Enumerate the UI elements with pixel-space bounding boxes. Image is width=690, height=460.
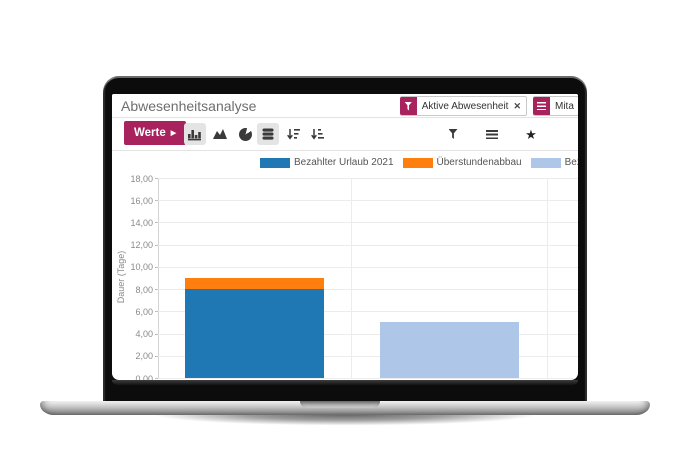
sort-asc-button[interactable] (306, 123, 328, 145)
tick-mark (155, 244, 158, 246)
pie-chart-icon (238, 127, 252, 141)
tick-mark (155, 378, 158, 379)
laptop-base-notch (300, 401, 380, 408)
legend-label: Bezahlter Urlaub 2021 (294, 157, 394, 168)
gridline (158, 266, 578, 268)
tick-mark (155, 266, 158, 268)
measures-button[interactable]: Werte ▶ (124, 121, 187, 145)
measures-label: Werte (134, 127, 166, 139)
favorites-button[interactable]: ★ (520, 123, 542, 145)
gridline (158, 200, 578, 202)
app-header: Abwesenheitsanalyse Aktive Abwesenheit ✕ M… (112, 94, 578, 118)
bar-segment[interactable] (185, 278, 324, 290)
gridline (158, 289, 578, 291)
close-icon[interactable]: ✕ (513, 100, 521, 111)
y-tick-label: 2,00 (135, 351, 153, 362)
gridline (158, 333, 578, 335)
legend-item[interactable]: Überstundenabbau (402, 157, 522, 168)
tick-mark (155, 355, 158, 357)
star-icon: ★ (525, 126, 537, 142)
y-tick-label: 8,00 (135, 284, 153, 295)
y-tick-label: 10,00 (130, 262, 153, 273)
tick-mark (155, 289, 158, 291)
y-axis-line (158, 178, 159, 379)
bar-chart: Dauer (Tage) Bezahlter Urlaub 2021 Überst… (112, 94, 578, 380)
gridline (158, 178, 578, 179)
gridline (158, 355, 578, 357)
laptop-base (40, 401, 650, 415)
group-by-icon (486, 129, 498, 139)
filter-icon (448, 129, 458, 139)
filter-chip[interactable]: Mita (533, 96, 578, 116)
legend-label: Bezahlter Ur (564, 157, 578, 168)
y-tick-label: 18,00 (130, 173, 153, 184)
bar-segment[interactable] (379, 322, 519, 378)
gridline (351, 178, 352, 378)
y-tick-label: 6,00 (135, 306, 153, 317)
tick-mark (155, 200, 158, 202)
gridline (547, 178, 548, 378)
y-tick-label: 12,00 (130, 240, 153, 251)
gridline (158, 378, 578, 379)
y-tick-label: 14,00 (130, 217, 153, 228)
chart-legend: Bezahlter Urlaub 2021 Überstundenabbau Bez… (260, 157, 578, 168)
y-tick-label: 4,00 (135, 329, 153, 340)
laptop-screen: Abwesenheitsanalyse Aktive Abwesenheit ✕ M… (112, 94, 578, 380)
area-chart-button[interactable] (209, 123, 231, 145)
tick-mark (155, 178, 158, 179)
tick-mark (155, 333, 158, 335)
tick-mark (155, 222, 158, 224)
bar-chart-button[interactable] (184, 123, 206, 145)
graph-toolbar: Werte ▶ (112, 118, 578, 151)
bezel-strip (112, 380, 578, 385)
sort-asc-icon (310, 128, 324, 140)
group-by-icon (533, 97, 550, 115)
caret-right-icon: ▶ (170, 129, 177, 137)
stacked-icon (262, 128, 274, 140)
gridline (158, 244, 578, 246)
laptop-lid: Abwesenheitsanalyse Aktive Abwesenheit ✕ M… (103, 76, 587, 402)
bar-chart-icon (188, 130, 201, 141)
chip-label: Mita (555, 100, 574, 112)
legend-swatch (260, 157, 290, 168)
group-by-button[interactable] (481, 123, 503, 145)
absence-analysis-app: Abwesenheitsanalyse Aktive Abwesenheit ✕ M… (112, 94, 578, 380)
legend-item[interactable]: Bezahlter Urlaub 2021 (260, 157, 394, 168)
area-chart-icon (213, 129, 227, 139)
stacked-toggle-button[interactable] (257, 123, 279, 145)
page-title: Abwesenheitsanalyse (121, 98, 257, 114)
legend-label: Überstundenabbau (436, 157, 522, 168)
bar-segment[interactable] (185, 289, 324, 378)
legend-swatch (530, 157, 561, 168)
filters-button[interactable] (442, 123, 464, 145)
funnel-glyph (404, 101, 413, 111)
chip-label: Aktive Abwesenheit (421, 100, 509, 112)
bars-glyph (537, 102, 546, 110)
legend-swatch (402, 157, 433, 168)
sort-desc-button[interactable] (282, 123, 304, 145)
gridline (158, 311, 578, 313)
pie-chart-button[interactable] (234, 123, 256, 145)
filter-icon (399, 97, 417, 115)
sort-desc-icon (286, 128, 300, 140)
legend-item[interactable]: Bezahlter Ur (530, 157, 578, 168)
gridline (158, 222, 578, 224)
tick-mark (155, 311, 158, 313)
y-tick-label: 0,00 (135, 373, 153, 381)
filter-chip[interactable]: Aktive Abwesenheit ✕ (399, 96, 527, 116)
y-tick-label: 16,00 (130, 195, 153, 206)
